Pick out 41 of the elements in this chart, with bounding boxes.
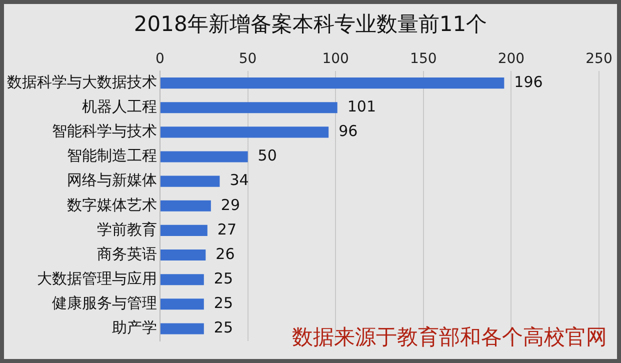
bar [160,250,206,261]
data-label: 25 [214,318,233,337]
bar [160,176,220,187]
y-tick-label: 数字媒体艺术 [67,196,157,214]
data-label: 96 [338,122,358,140]
x-tick-label: 0 [156,51,164,68]
bar [160,78,504,89]
bar [160,200,211,212]
x-tick-label: 250 [586,51,612,68]
data-label: 196 [514,72,543,91]
bar [160,298,204,310]
x-tick-label: 200 [498,51,525,68]
y-tick-label: 健康服务与管理 [52,294,157,312]
y-tick-label: 大数据管理与应用 [37,269,157,288]
y-tick-label: 助产学 [112,318,157,337]
y-tick-label: 智能科学与技术 [52,122,157,140]
y-tick-label: 数据科学与大数据技术 [7,72,157,91]
bar [160,224,208,236]
x-tick-label: 150 [410,51,437,68]
y-tick-label: 商务英语 [97,244,157,263]
y-tick-label: 机器人工程 [82,98,157,116]
data-label: 50 [258,146,277,165]
data-label: 25 [214,294,233,312]
data-label: 27 [217,220,237,238]
bar [160,126,329,138]
data-label: 101 [347,98,376,116]
bar [160,274,204,286]
bar [160,151,248,162]
data-label: 29 [220,196,240,214]
bar [160,323,204,334]
bar [160,102,338,114]
annotation: 数据来源于教育部和各个高校官网 [292,324,607,351]
data-label: 34 [230,171,249,190]
x-tick-label: 50 [238,51,257,68]
data-label: 25 [214,269,233,288]
y-tick-label: 学前教育 [97,220,157,238]
y-tick-label: 网络与新媒体 [67,171,157,190]
chart-title: 2018年新增备案本科专业数量前11个 [132,11,488,38]
y-tick-label: 智能制造工程 [67,146,157,165]
data-label: 26 [216,244,235,263]
x-tick-label: 100 [322,51,349,68]
